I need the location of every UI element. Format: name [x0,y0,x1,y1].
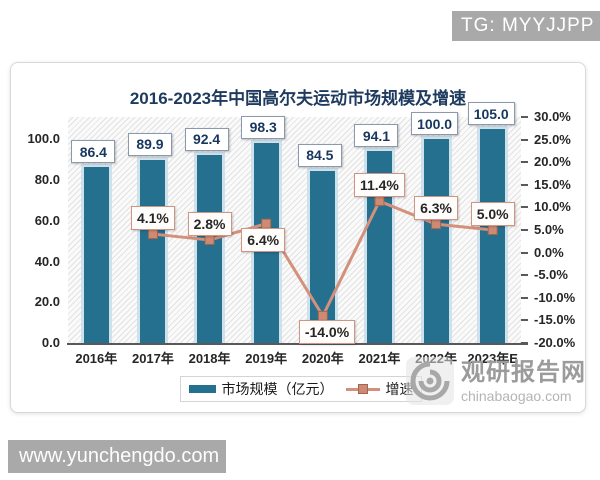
bar [307,167,339,343]
watermark-logo-icon [406,357,454,405]
bar [477,126,509,343]
bar-value-label: 89.9 [127,132,172,156]
x-axis-label: 2017年 [131,351,174,366]
bar-value-label: 100.0 [411,112,459,136]
legend: 市场规模（亿元） 增速 [180,376,422,402]
line-series-swatch [345,384,380,394]
tg-watermark-badge: TG: MYYJJPP [452,11,600,41]
bar-value-label: 86.4 [71,140,116,164]
right-axis-tick-mark [521,138,528,141]
x-axis-label: 2016年 [75,351,118,366]
watermark-domain: chinabaogao.com [461,388,572,404]
right-axis-tick-mark [521,342,528,344]
x-axis-label: 2020年 [301,351,344,366]
bar [80,164,112,343]
right-axis-tick-mark [521,319,528,322]
bar [420,136,452,343]
x-axis-label: 2019年 [245,351,288,366]
legend-item-growth: 增速 [345,379,414,399]
growth-value-label: 6.3% [414,196,459,221]
chart-title: 2016-2023年中国高尔夫运动市场规模及增速 [129,89,467,108]
x-axis-label: 2021年 [358,351,401,366]
right-axis-tick: 10.0% [534,199,571,215]
growth-value-label: 2.8% [187,211,232,236]
growth-value-label: 6.4% [241,227,286,252]
right-axis-tick: -5.0% [534,267,568,283]
bar [137,156,169,343]
left-axis-tick: 60.0 [34,212,60,228]
right-axis-tick: -20.0% [534,335,576,350]
right-axis-tick: 15.0% [534,176,571,192]
right-axis-tick: 5.0% [534,222,564,237]
growth-value-label: 5.0% [470,202,515,226]
bar-value-label: 94.1 [354,124,399,148]
right-axis-tick: -15.0% [534,312,576,328]
left-axis-tick: 80.0 [34,172,60,188]
right-axis-tick: 0.0% [534,244,564,260]
left-axis-tick: 0.0 [41,335,60,350]
x-axis-label: 2023年E [467,351,518,366]
site-watermark-badge: www.yunchengdo.com [8,440,226,473]
left-axis-tick: 40.0 [34,253,60,269]
bar [194,151,226,343]
right-axis-tick: -10.0% [534,289,576,305]
growth-value-label: 4.1% [130,206,175,231]
right-axis-tick-mark [521,274,528,277]
right-axis-tick-mark [521,161,528,164]
left-axis-tick: 20.0 [34,294,60,310]
right-axis-tick-mark [521,206,528,209]
right-axis-tick-mark [521,296,528,299]
right-axis-tick: 25.0% [534,131,571,147]
right-axis-tick-mark [521,183,528,186]
bar-value-label: 98.3 [241,115,286,139]
bar-series-swatch [188,385,216,393]
watermark-brand: 观研报告网 [461,359,586,386]
right-axis-tick-mark [521,251,528,254]
left-axis-tick: 100.0 [27,131,60,147]
growth-value-label: -14.0% [298,319,356,344]
growth-value-label: 11.4% [353,173,405,198]
x-axis-label: 2018年 [188,351,231,366]
right-axis-tick: 30.0% [534,109,571,124]
right-axis-tick-mark [521,116,528,118]
x-axis-line [67,343,528,345]
bar-value-label: 84.5 [297,143,342,167]
bar-value-label: 105.0 [467,102,515,126]
legend-item-market-size: 市场规模（亿元） [188,379,334,399]
legend-label: 市场规模（亿元） [221,381,334,397]
right-axis-tick: 20.0% [534,154,571,170]
right-axis-tick-mark [521,229,528,231]
bar-value-label: 92.4 [184,127,229,151]
